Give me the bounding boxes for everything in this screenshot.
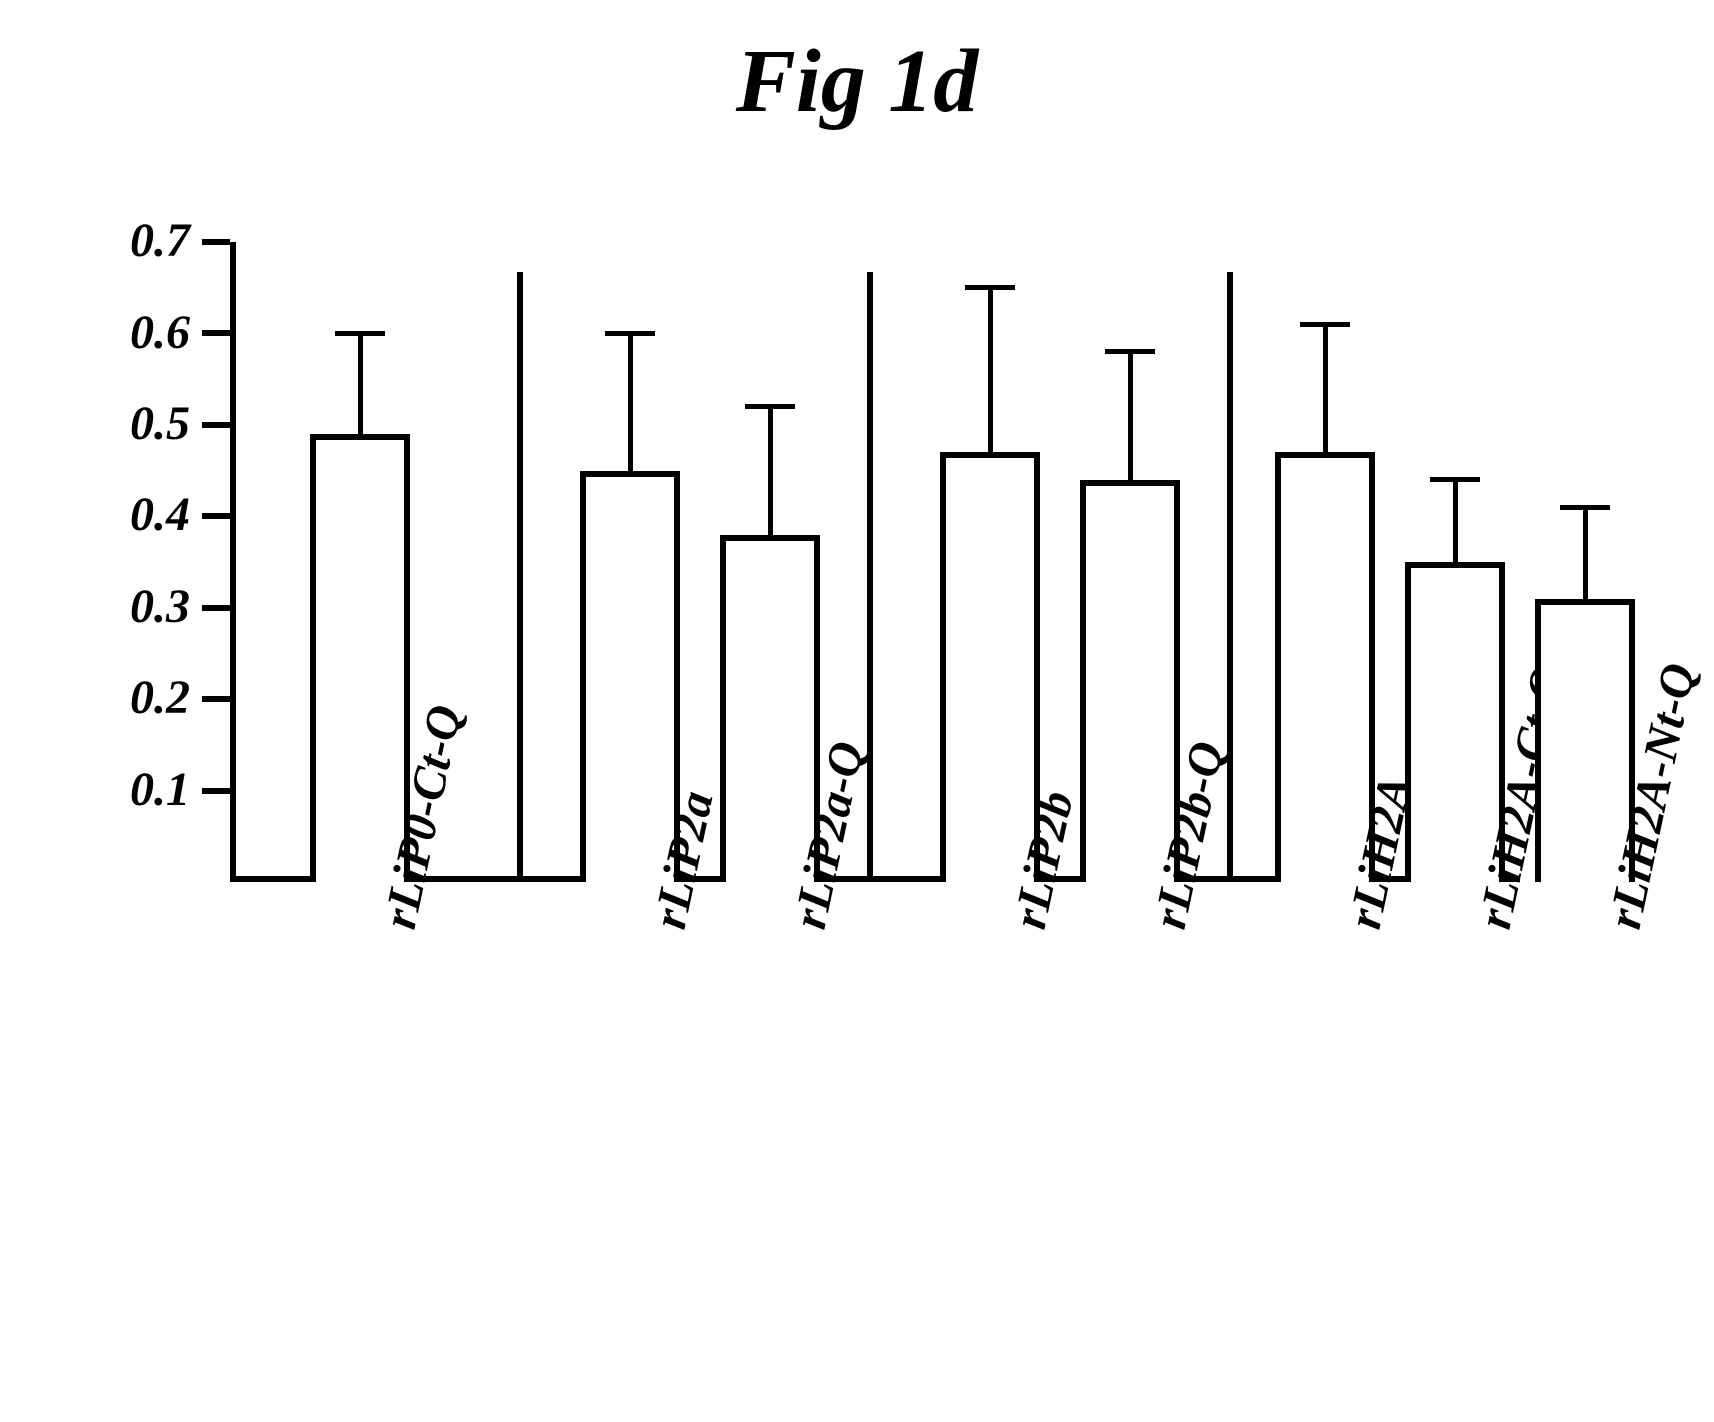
error-bar-cap	[1560, 505, 1610, 510]
error-bar-cap	[1300, 322, 1350, 327]
error-bar-stem	[988, 288, 993, 453]
group-divider	[867, 272, 873, 882]
error-bar-cap	[605, 331, 655, 336]
ytick-label: 0.1	[70, 762, 190, 817]
error-bar-cap	[965, 285, 1015, 290]
error-bar-stem	[1128, 352, 1133, 480]
error-bar-cap	[1430, 477, 1480, 482]
error-bar-stem	[628, 333, 633, 470]
error-bar-cap	[745, 404, 795, 409]
plot-area: 0.10.20.30.40.50.60.7rLiP0-Ct-QrLiP2arLi…	[230, 242, 1520, 882]
ytick-mark	[202, 330, 230, 336]
ytick-mark	[202, 239, 230, 245]
figure: Fig 1d 0.10.20.30.40.50.60.7rLiP0-Ct-QrL…	[0, 0, 1714, 1422]
ytick-label: 0.3	[70, 579, 190, 634]
y-axis-line	[230, 242, 236, 882]
error-bar-stem	[358, 333, 363, 434]
ytick-mark	[202, 696, 230, 702]
ytick-mark	[202, 422, 230, 428]
error-bar-stem	[1583, 507, 1588, 598]
group-divider	[517, 272, 523, 882]
ytick-mark	[202, 788, 230, 794]
ytick-mark	[202, 605, 230, 611]
group-divider	[1227, 272, 1233, 882]
error-bar-stem	[1453, 480, 1458, 562]
ytick-label: 0.2	[70, 670, 190, 725]
figure-title: Fig 1d	[0, 30, 1714, 133]
ytick-mark	[202, 513, 230, 519]
error-bar-cap	[1105, 349, 1155, 354]
error-bar-stem	[1323, 324, 1328, 452]
ytick-label: 0.4	[70, 487, 190, 542]
ytick-label: 0.6	[70, 305, 190, 360]
ytick-label: 0.5	[70, 396, 190, 451]
ytick-label: 0.7	[70, 213, 190, 268]
error-bar-stem	[768, 407, 773, 535]
error-bar-cap	[335, 331, 385, 336]
